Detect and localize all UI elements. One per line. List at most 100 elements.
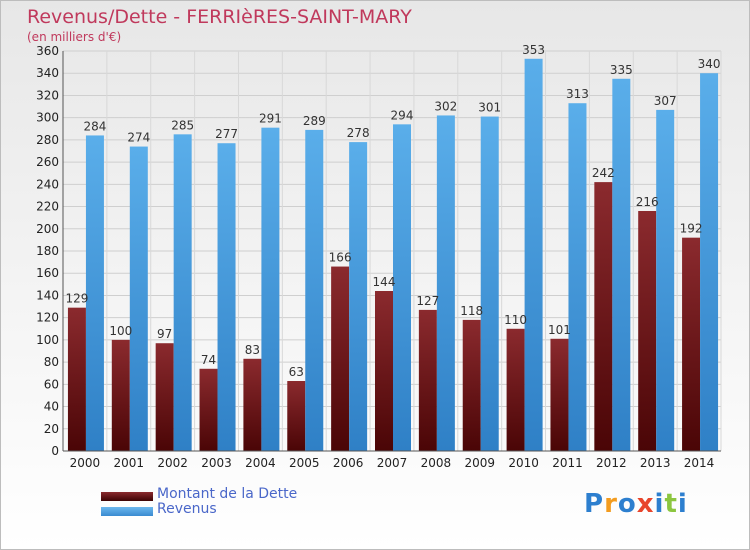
- proxiti-logo: Proxiti: [584, 489, 688, 519]
- legend-label-revenue: Revenus: [157, 501, 217, 517]
- y-tick-label: 40: [44, 400, 59, 414]
- value-label-debt: 144: [373, 275, 396, 289]
- x-tick-label: 2008: [421, 456, 452, 470]
- logo-letter: P: [584, 489, 605, 519]
- x-tick-label: 2007: [377, 456, 408, 470]
- x-tick-label: 2004: [245, 456, 276, 470]
- bar-debt: [243, 358, 262, 451]
- y-tick-label: 120: [36, 311, 59, 325]
- logo-letter: x: [636, 489, 655, 519]
- bar-debt: [594, 182, 613, 451]
- bar-revenue: [393, 124, 411, 451]
- y-tick-label: 240: [36, 177, 59, 191]
- x-tick-label: 2010: [508, 456, 539, 470]
- chart-title: Revenus/Dette - FERRIèRES-SAINT-MARY: [27, 6, 412, 28]
- bar-debt: [199, 368, 218, 451]
- logo-letter: r: [604, 489, 618, 519]
- x-tick-label: 2006: [333, 456, 364, 470]
- axes: 0 20 40 60 80 100 120 140 160 180 200 220 240 260 280 3…: [36, 44, 721, 470]
- bar-revenue: [700, 73, 719, 451]
- x-tick-label: 2001: [114, 456, 145, 470]
- x-tick-label: 2002: [157, 456, 188, 470]
- x-tick-label: 2005: [289, 456, 320, 470]
- bar-debt: [418, 309, 437, 451]
- value-label-debt: 166: [329, 251, 352, 265]
- value-label-debt: 97: [157, 327, 172, 341]
- value-label-revenue: 307: [654, 94, 677, 108]
- logo-letter: o: [617, 489, 637, 519]
- bar-debt: [638, 211, 657, 451]
- bar-revenue: [480, 116, 499, 452]
- x-tick-label: 2013: [640, 456, 671, 470]
- bar-revenue: [305, 129, 324, 451]
- value-label-debt: 242: [592, 166, 615, 180]
- x-tick-label: 2000: [70, 456, 101, 470]
- value-label-revenue: 353: [522, 43, 545, 57]
- bar-revenue: [261, 127, 280, 452]
- bar-debt: [67, 307, 86, 451]
- y-tick-label: 200: [36, 222, 59, 236]
- value-label-revenue: 277: [215, 127, 238, 141]
- bar-revenue: [217, 143, 236, 451]
- y-tick-label: 60: [44, 377, 59, 391]
- bar-revenue: [612, 78, 631, 452]
- y-tick-label: 320: [36, 88, 59, 102]
- value-label-revenue: 302: [434, 99, 457, 113]
- x-tick-label: 2011: [552, 456, 583, 470]
- value-labels: 129 284 100 274 97 285 74 277 83 291 63 289 166 278 14…: [65, 43, 720, 379]
- bar-revenue: [349, 142, 368, 451]
- value-label-debt: 74: [201, 353, 216, 367]
- bar-revenue: [436, 115, 455, 451]
- y-tick-label: 20: [44, 422, 59, 436]
- bar-revenue: [85, 135, 104, 451]
- value-label-revenue: 291: [259, 112, 282, 126]
- value-label-revenue: 278: [347, 126, 370, 140]
- bar-debt: [550, 338, 569, 451]
- bar-revenue: [129, 146, 148, 452]
- x-tick-label: 2012: [596, 456, 627, 470]
- bar-revenue: [656, 109, 675, 451]
- y-tick-label: 260: [36, 155, 59, 169]
- x-tick-label: 2009: [464, 456, 495, 470]
- value-label-debt: 63: [289, 365, 304, 379]
- value-label-revenue: 313: [566, 87, 589, 101]
- value-label-debt: 118: [460, 304, 483, 318]
- bar-revenue: [524, 58, 543, 452]
- bar-debt: [462, 319, 481, 451]
- y-tick-label: 100: [36, 333, 59, 347]
- y-tick-label: 300: [36, 111, 59, 125]
- legend-swatch-revenue: [101, 507, 153, 516]
- y-tick-label: 340: [36, 66, 59, 80]
- y-tick-label: 160: [36, 266, 59, 280]
- value-label-revenue: 301: [478, 101, 501, 115]
- value-label-revenue: 335: [610, 63, 633, 77]
- value-label-debt: 110: [504, 313, 527, 327]
- value-label-revenue: 289: [303, 114, 326, 128]
- bar-revenue: [568, 103, 587, 451]
- value-label-debt: 100: [109, 324, 132, 338]
- y-tick-label: 360: [36, 44, 59, 58]
- bar-revenue: [173, 134, 192, 452]
- y-tick-label: 0: [51, 444, 59, 458]
- y-tick-label: 180: [36, 244, 59, 258]
- value-label-debt: 127: [416, 294, 439, 308]
- bar-debt: [506, 328, 525, 451]
- value-label-debt: 101: [548, 323, 571, 337]
- value-label-revenue: 284: [83, 119, 106, 133]
- value-label-revenue: 285: [171, 118, 194, 132]
- y-tick-label: 220: [36, 200, 59, 214]
- x-tick-label: 2003: [201, 456, 232, 470]
- bar-debt: [287, 381, 306, 451]
- chart-subtitle: (en milliers d'€): [27, 30, 122, 44]
- bar-debt: [111, 339, 130, 451]
- value-label-revenue: 274: [127, 131, 150, 145]
- x-tick-label: 2014: [684, 456, 715, 470]
- y-tick-label: 140: [36, 288, 59, 302]
- y-tick-label: 280: [36, 133, 59, 147]
- value-label-debt: 83: [245, 343, 260, 357]
- logo-letter: i: [677, 489, 688, 519]
- logo-letter: t: [664, 489, 678, 519]
- y-tick-label: 80: [44, 355, 59, 369]
